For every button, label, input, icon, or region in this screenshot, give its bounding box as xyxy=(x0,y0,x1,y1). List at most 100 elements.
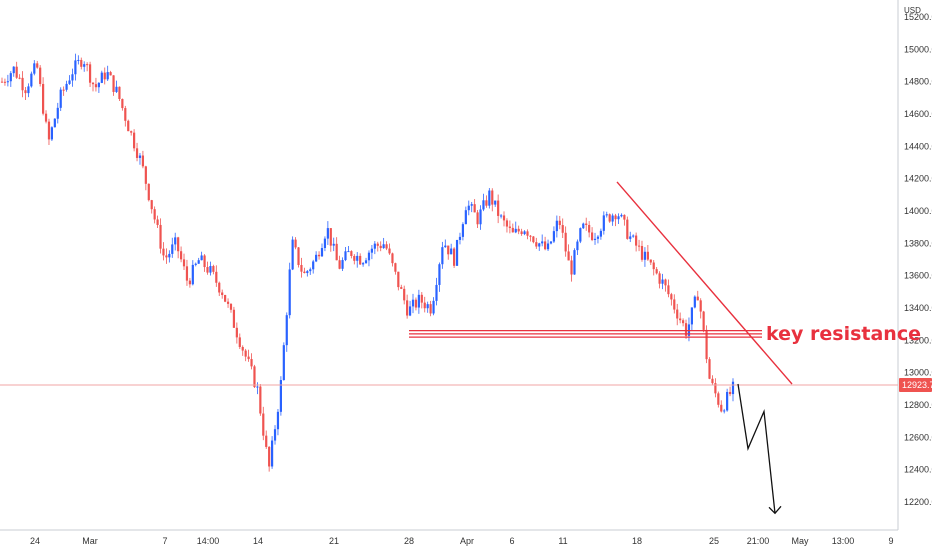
candle-down xyxy=(453,248,456,266)
candle-up xyxy=(555,220,558,232)
candle-down xyxy=(637,245,641,247)
candle-down xyxy=(297,247,300,265)
candle-up xyxy=(71,74,74,81)
candle-down xyxy=(141,155,145,167)
price-tick-label: 14400.0 xyxy=(904,141,932,151)
candle-up xyxy=(285,315,288,346)
candle-down xyxy=(47,121,51,140)
candle-down xyxy=(253,366,256,388)
candle-up xyxy=(602,215,605,231)
candle-up xyxy=(426,304,429,309)
candle-down xyxy=(561,225,564,233)
candle-up xyxy=(464,210,467,225)
candle-down xyxy=(235,327,238,338)
candle-up xyxy=(361,263,365,265)
candle-down xyxy=(652,262,655,270)
candle-up xyxy=(306,271,309,274)
candle-down xyxy=(397,271,400,288)
candle-down xyxy=(714,383,717,394)
candle-up xyxy=(50,127,54,140)
candle-down xyxy=(179,251,183,260)
candle-down xyxy=(244,350,247,357)
candle-down xyxy=(118,86,121,99)
candle-up xyxy=(549,241,553,244)
candle-down xyxy=(232,309,236,328)
time-tick-label: 21 xyxy=(329,536,339,546)
candle-down xyxy=(376,243,379,246)
candle-down xyxy=(338,260,341,269)
candle-up xyxy=(323,238,327,249)
candle-down xyxy=(608,214,611,222)
candle-down xyxy=(588,224,591,233)
price-tick-label: 15200.0 xyxy=(904,12,932,22)
candle-up xyxy=(6,81,9,83)
projection-path xyxy=(737,383,776,514)
time-tick-label: 11 xyxy=(558,536,567,546)
candle-up xyxy=(582,223,585,229)
candle-up xyxy=(538,243,541,247)
candle-down xyxy=(86,64,89,66)
candle-down xyxy=(673,299,676,310)
candle-up xyxy=(596,236,600,239)
time-tick-label: 6 xyxy=(509,536,514,546)
candle-down xyxy=(526,231,529,236)
candle-up xyxy=(59,89,62,108)
candle-down xyxy=(250,359,253,367)
candle-down xyxy=(3,81,7,83)
candle-down xyxy=(667,285,670,295)
candle-down xyxy=(590,232,594,240)
candle-up xyxy=(417,294,420,308)
candle-down xyxy=(215,271,218,283)
candle-down xyxy=(406,300,409,316)
candle-up xyxy=(470,204,473,206)
candle-down xyxy=(649,259,652,263)
candle-down xyxy=(44,113,48,122)
candle-down xyxy=(80,59,83,67)
time-axis[interactable]: 24 Mar 7 14:00 14 21 28 Apr 6 11 18 25 21:00 May 13:00… xyxy=(30,536,894,546)
candle-down xyxy=(224,294,227,302)
last-price-value: 12923.7 xyxy=(902,380,932,390)
candles xyxy=(0,53,735,472)
candle-up xyxy=(494,200,497,205)
time-tick-label: 18 xyxy=(632,536,642,546)
time-tick-label: 9 xyxy=(888,536,893,546)
time-tick-label: 14 xyxy=(253,536,263,546)
candle-up xyxy=(632,235,635,237)
candle-up xyxy=(693,296,696,308)
candle-up xyxy=(438,264,441,285)
candle-up xyxy=(690,307,693,325)
candle-down xyxy=(238,337,241,347)
price-axis[interactable]: USD 15200.0 15000.0 14800.0 14600.0 14400.0 1… xyxy=(899,6,932,507)
price-tick-label: 13000.0 xyxy=(904,368,932,378)
candle-up xyxy=(174,237,177,245)
candle-up xyxy=(458,236,462,240)
candle-down xyxy=(18,77,21,79)
candle-up xyxy=(209,266,212,273)
candle-down xyxy=(165,255,168,258)
candle-down xyxy=(473,204,476,213)
candle-up xyxy=(27,86,30,94)
candle-up xyxy=(461,224,465,237)
candle-up xyxy=(455,239,459,266)
candle-down xyxy=(156,219,159,225)
candle-down xyxy=(177,237,180,252)
candle-up xyxy=(370,248,374,253)
price-axis-grid xyxy=(0,0,899,531)
candle-up xyxy=(617,216,620,220)
candle-down xyxy=(491,190,494,205)
candle-down xyxy=(570,260,573,275)
candle-up xyxy=(546,243,550,250)
candle-down xyxy=(676,309,679,319)
candle-up xyxy=(171,244,174,254)
candle-down xyxy=(670,294,673,300)
candle-down xyxy=(558,220,561,226)
candle-up xyxy=(629,236,632,239)
candle-down xyxy=(720,404,723,412)
candle-down xyxy=(62,89,65,91)
candle-down xyxy=(508,226,511,228)
candle-down xyxy=(699,300,702,312)
time-tick-label: 25 xyxy=(709,536,719,546)
candle-up xyxy=(444,245,447,248)
candle-up xyxy=(643,251,647,260)
